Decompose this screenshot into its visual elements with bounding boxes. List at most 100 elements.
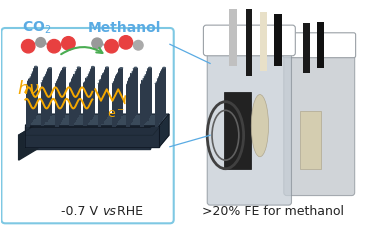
Bar <box>90 69 94 117</box>
Bar <box>77 67 80 115</box>
Bar <box>30 77 33 122</box>
Ellipse shape <box>76 69 79 71</box>
Bar <box>27 81 31 125</box>
Bar <box>44 76 48 122</box>
Ellipse shape <box>73 74 77 76</box>
Bar <box>34 67 38 114</box>
Ellipse shape <box>45 74 49 76</box>
FancyBboxPatch shape <box>203 25 295 56</box>
Circle shape <box>133 40 143 50</box>
Bar <box>105 67 109 115</box>
Bar <box>132 72 135 118</box>
Ellipse shape <box>84 81 88 83</box>
Ellipse shape <box>55 83 59 85</box>
Bar <box>144 76 147 122</box>
Ellipse shape <box>134 67 138 68</box>
Text: -0.7 V: -0.7 V <box>61 205 102 218</box>
Bar <box>128 78 132 123</box>
Bar <box>46 72 50 118</box>
Bar <box>56 81 60 125</box>
Bar <box>101 76 105 121</box>
Ellipse shape <box>105 66 109 68</box>
Circle shape <box>105 39 118 53</box>
FancyBboxPatch shape <box>284 48 355 196</box>
Bar <box>59 74 63 120</box>
Bar <box>118 69 122 116</box>
Ellipse shape <box>29 78 32 80</box>
Bar <box>159 74 163 120</box>
Polygon shape <box>159 114 169 147</box>
Ellipse shape <box>144 76 147 77</box>
Bar <box>146 72 150 118</box>
Ellipse shape <box>114 78 118 80</box>
Bar <box>156 82 159 126</box>
Bar <box>71 79 75 123</box>
Circle shape <box>62 37 75 50</box>
Bar <box>42 81 45 124</box>
Bar <box>161 70 165 117</box>
Bar <box>45 75 49 120</box>
Ellipse shape <box>112 83 116 84</box>
Bar <box>58 77 62 122</box>
Bar <box>224 92 251 169</box>
Ellipse shape <box>103 72 107 74</box>
Ellipse shape <box>145 74 149 76</box>
Text: RHE: RHE <box>114 205 143 218</box>
Bar <box>55 84 59 127</box>
Bar <box>134 67 138 115</box>
Bar <box>158 77 162 122</box>
Ellipse shape <box>33 68 37 70</box>
Bar <box>72 77 76 122</box>
Bar <box>104 70 108 117</box>
Bar <box>155 84 158 127</box>
Bar <box>103 73 107 119</box>
Ellipse shape <box>118 68 122 70</box>
Ellipse shape <box>86 76 90 78</box>
Ellipse shape <box>133 68 136 70</box>
Bar <box>41 83 44 126</box>
Ellipse shape <box>30 76 33 78</box>
Ellipse shape <box>156 81 159 83</box>
Bar <box>148 67 152 115</box>
Polygon shape <box>19 124 38 160</box>
Bar <box>88 74 91 120</box>
Bar <box>48 68 52 116</box>
Ellipse shape <box>91 66 95 68</box>
Ellipse shape <box>100 79 103 80</box>
Ellipse shape <box>132 71 135 72</box>
Bar <box>145 75 149 121</box>
Ellipse shape <box>41 82 44 84</box>
Bar <box>143 79 146 123</box>
FancyBboxPatch shape <box>2 28 174 223</box>
Ellipse shape <box>89 71 92 73</box>
Ellipse shape <box>160 71 164 72</box>
Ellipse shape <box>161 69 165 71</box>
Ellipse shape <box>102 73 106 75</box>
Ellipse shape <box>251 95 268 157</box>
Text: Methanol: Methanol <box>88 21 161 35</box>
Bar <box>160 72 164 118</box>
Ellipse shape <box>126 83 130 85</box>
Ellipse shape <box>60 71 64 73</box>
Text: CO$_2$: CO$_2$ <box>23 20 52 36</box>
Ellipse shape <box>44 76 48 78</box>
Bar <box>112 84 116 127</box>
Ellipse shape <box>85 77 89 79</box>
Ellipse shape <box>101 75 105 77</box>
Polygon shape <box>25 114 169 126</box>
Ellipse shape <box>42 80 45 82</box>
Ellipse shape <box>56 80 60 82</box>
Bar <box>140 84 144 127</box>
Ellipse shape <box>147 68 151 70</box>
Bar <box>86 77 90 122</box>
Ellipse shape <box>117 72 121 74</box>
Bar <box>115 76 119 121</box>
FancyBboxPatch shape <box>283 33 356 58</box>
Bar <box>85 78 89 122</box>
Ellipse shape <box>128 77 132 79</box>
Bar <box>62 68 66 115</box>
Bar <box>32 72 36 118</box>
Ellipse shape <box>47 68 51 70</box>
Bar <box>127 81 131 125</box>
Bar <box>99 80 103 124</box>
